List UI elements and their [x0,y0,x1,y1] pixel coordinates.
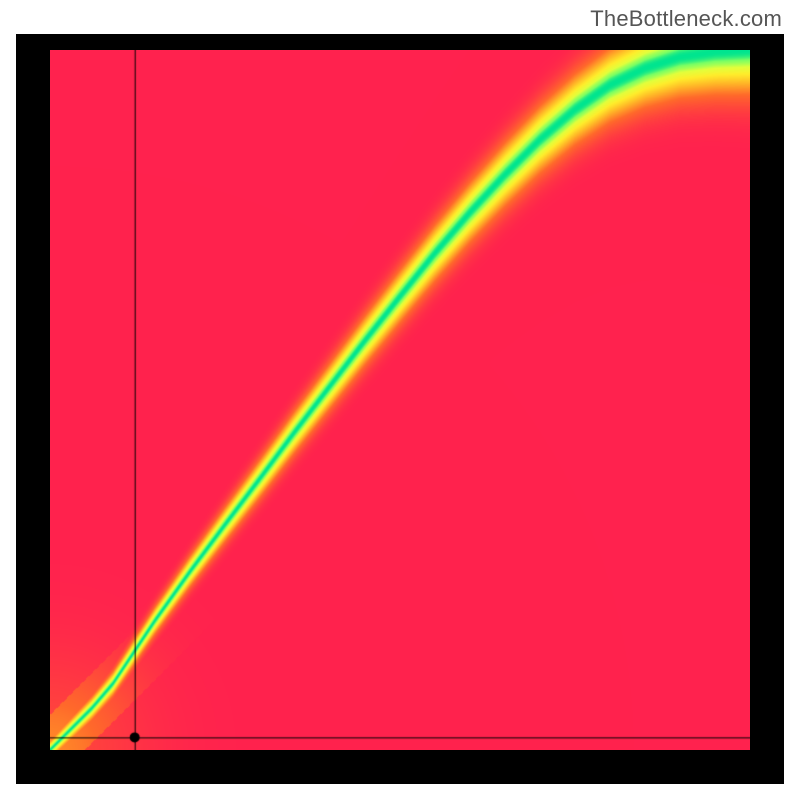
watermark-text: TheBottleneck.com [590,6,782,32]
plot-area [50,50,750,750]
crosshair-overlay [50,50,750,750]
plot-outer-frame [16,34,784,784]
